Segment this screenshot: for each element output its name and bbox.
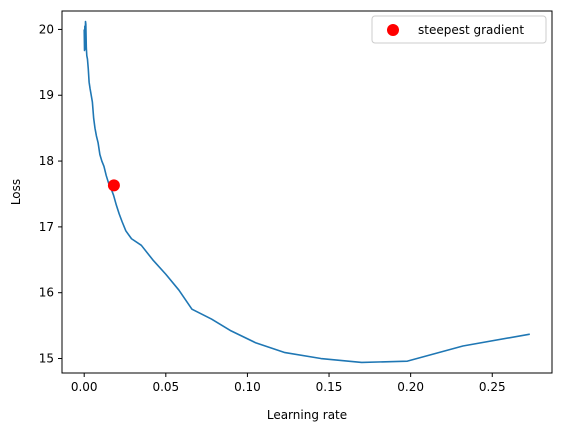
x-tick-label: 0.10 xyxy=(234,380,261,394)
y-tick-label: 20 xyxy=(39,22,54,36)
x-tick-label: 0.00 xyxy=(71,380,98,394)
x-tick-label: 0.15 xyxy=(316,380,343,394)
legend-entry-steepest-gradient: steepest gradient xyxy=(418,23,524,37)
x-axis-ticks: 0.00 0.05 0.10 0.15 0.20 0.25 xyxy=(71,373,506,394)
y-tick-label: 15 xyxy=(39,352,54,366)
x-tick-label: 0.20 xyxy=(397,380,424,394)
y-axis-ticks: 15 16 17 18 19 20 xyxy=(39,22,62,366)
y-tick-label: 16 xyxy=(39,286,54,300)
y-tick-label: 19 xyxy=(39,88,54,102)
legend-box xyxy=(371,15,547,44)
steepest-gradient-point xyxy=(107,179,120,192)
legend: steepest gradient xyxy=(371,15,547,44)
x-tick-label: 0.05 xyxy=(152,380,179,394)
y-tick-label: 17 xyxy=(39,220,54,234)
axes-frame xyxy=(61,10,553,374)
series-line-0 xyxy=(83,20,530,364)
y-tick-label: 18 xyxy=(39,154,54,168)
plot-area xyxy=(83,20,530,364)
y-axis-label: Loss xyxy=(9,179,23,205)
legend-marker-steepest-gradient xyxy=(387,24,399,36)
x-tick-label: 0.25 xyxy=(479,380,506,394)
x-axis-label: Learning rate xyxy=(267,408,347,422)
